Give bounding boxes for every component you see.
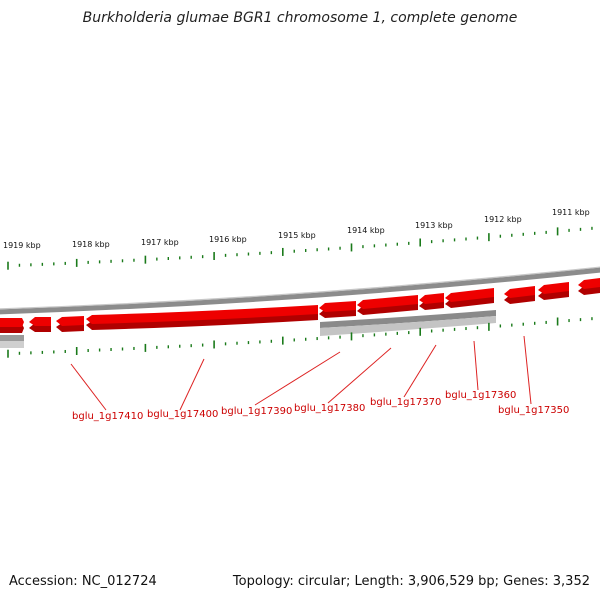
scale-label-1913: 1913 kbp <box>415 221 453 230</box>
scale-labels: 1919 kbp 1918 kbp 1917 kbp 1916 kbp 1915… <box>3 208 590 250</box>
gene-arrow <box>504 286 535 298</box>
gene-label-bglu_1g17360[interactable]: bglu_1g17360 <box>445 390 516 401</box>
bottom-ruler <box>7 317 593 358</box>
gene-arrow <box>578 278 600 289</box>
gene-arrow <box>419 293 444 304</box>
scale-label-1911: 1911 kbp <box>552 208 590 217</box>
gene-arrow <box>29 317 51 326</box>
gene-label-bglu_1g17400[interactable]: bglu_1g17400 <box>147 409 218 420</box>
top-ruler <box>7 226 593 270</box>
gene-arrow <box>445 288 494 302</box>
topology-text: Topology: circular; Length: 3,906,529 bp… <box>232 574 590 589</box>
chromosome-backbone <box>0 266 600 315</box>
gene-arrow <box>56 316 84 326</box>
gene-arrow <box>357 295 418 309</box>
forward-genes <box>0 278 600 333</box>
gene-arrow <box>86 305 318 324</box>
scale-label-1916: 1916 kbp <box>209 235 247 244</box>
genome-title: Burkholderia glumae BGR1 chromosome 1, c… <box>82 10 518 26</box>
gene-label-bglu_1g17410[interactable]: bglu_1g17410 <box>72 411 143 422</box>
accession-text: Accession: NC_012724 <box>9 574 157 589</box>
label-leaders <box>70 335 532 411</box>
gene-label-bglu_1g17390[interactable]: bglu_1g17390 <box>221 406 292 417</box>
gene-arrow <box>319 301 356 312</box>
scale-label-1917: 1917 kbp <box>141 238 179 247</box>
scale-label-1919: 1919 kbp <box>3 241 41 250</box>
gene-label-bglu_1g17380[interactable]: bglu_1g17380 <box>294 403 365 414</box>
scale-label-1914: 1914 kbp <box>347 226 385 235</box>
gene-labels: bglu_1g17410 bglu_1g17400 bglu_1g17390 b… <box>72 390 569 422</box>
gene-arrow <box>0 318 24 327</box>
gene-label-bglu_1g17370[interactable]: bglu_1g17370 <box>370 397 441 408</box>
gene-arrow <box>538 282 569 294</box>
gene-label-bglu_1g17350[interactable]: bglu_1g17350 <box>498 405 569 416</box>
scale-label-1918: 1918 kbp <box>72 240 110 249</box>
scale-label-1912: 1912 kbp <box>484 215 522 224</box>
reverse-track <box>0 310 496 348</box>
scale-label-1915: 1915 kbp <box>278 231 316 240</box>
